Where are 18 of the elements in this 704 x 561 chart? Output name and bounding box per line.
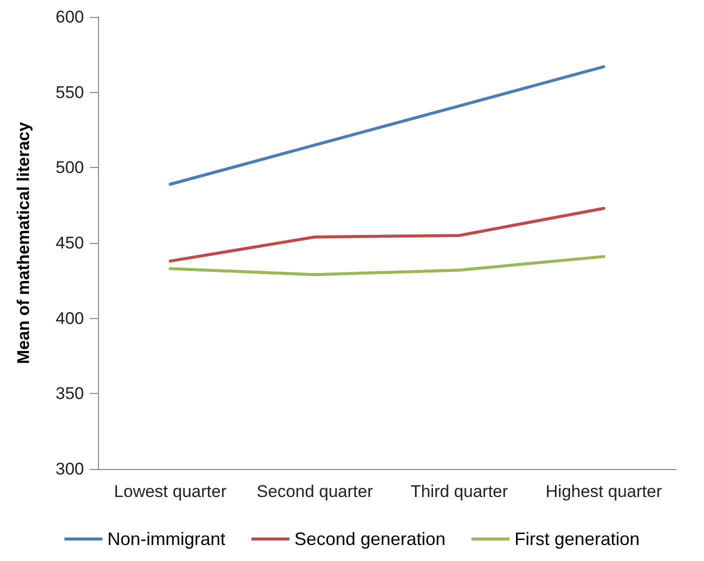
y-tick-label: 550 (56, 82, 84, 102)
legend-label: Second generation (294, 529, 446, 549)
legend-label: First generation (514, 529, 640, 549)
y-tick-label: 500 (56, 158, 84, 178)
x-tick-label: Second quarter (256, 482, 374, 501)
legend-label: Non-immigrant (107, 529, 226, 549)
x-tick-label: Lowest quarter (114, 482, 227, 501)
y-tick-label: 450 (56, 234, 84, 252)
line-series (168, 206, 606, 263)
y-tick-label: 350 (56, 384, 84, 404)
y-axis-title: Mean of mathematical literacy (14, 122, 33, 364)
y-tick-label: 400 (56, 308, 84, 328)
y-tick-label: 600 (56, 8, 84, 26)
x-tick-label: Third quarter (410, 482, 508, 501)
line-series (168, 255, 606, 276)
line-series (168, 65, 606, 186)
x-tick-label: Highest quarter (546, 482, 662, 501)
y-tick-label: 300 (56, 460, 84, 478)
